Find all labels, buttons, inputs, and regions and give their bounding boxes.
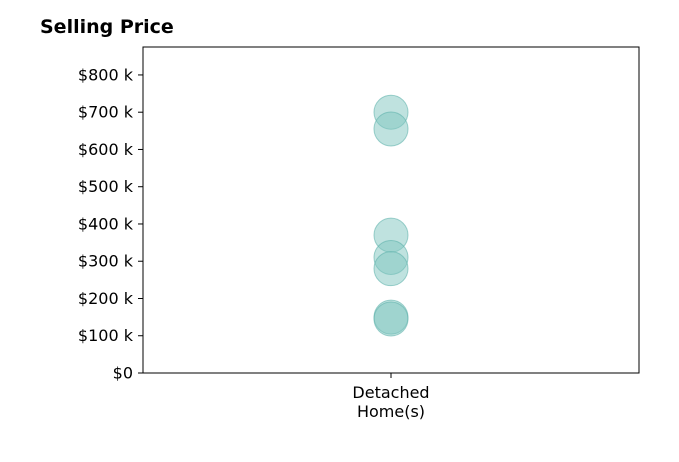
- y-tick-label: $0: [113, 364, 133, 383]
- x-tick-label: Detached Home(s): [352, 383, 429, 421]
- data-point: [373, 111, 409, 147]
- y-tick-label: $600 k: [78, 140, 134, 159]
- y-tick-label: $700 k: [78, 103, 134, 122]
- y-tick-label: $800 k: [78, 65, 134, 84]
- y-tick-label: $400 k: [78, 214, 134, 233]
- data-point: [373, 251, 409, 287]
- y-tick-label: $200 k: [78, 289, 134, 308]
- y-tick-label: $300 k: [78, 252, 134, 271]
- y-tick-label: $100 k: [78, 326, 134, 345]
- data-point: [373, 301, 409, 337]
- chart-title: Selling Price: [40, 16, 174, 38]
- y-tick-label: $500 k: [78, 177, 134, 196]
